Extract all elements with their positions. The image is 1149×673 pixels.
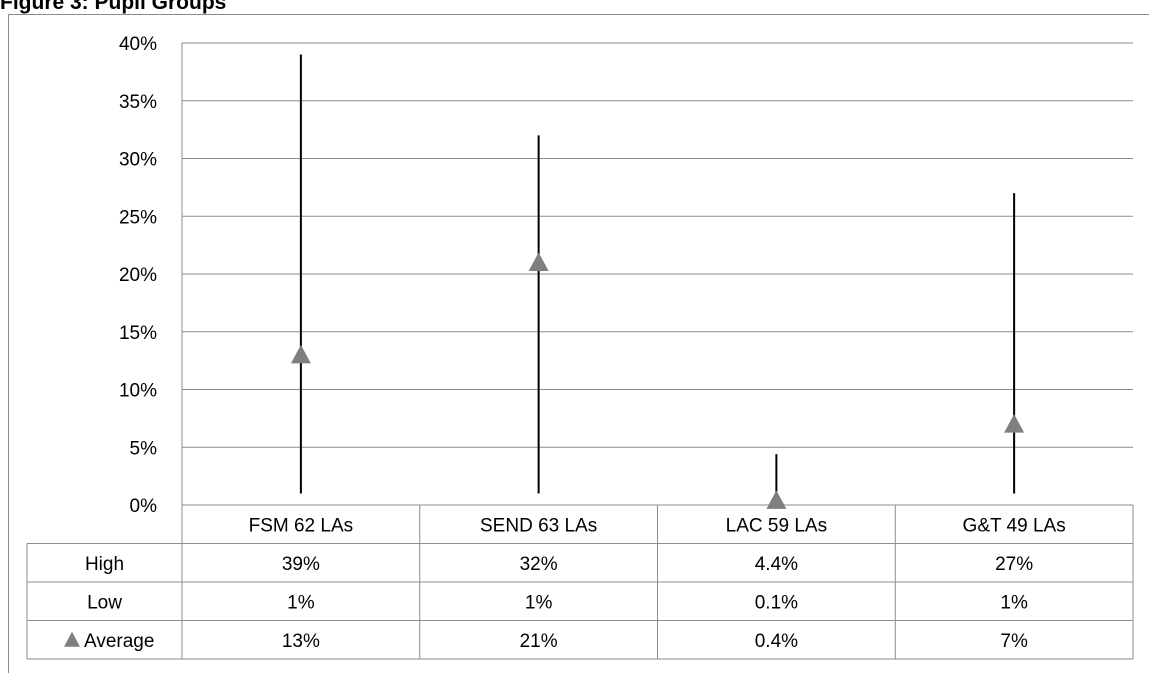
x-category-label: FSM 62 LAs xyxy=(249,515,354,536)
data-label: 1% xyxy=(287,592,315,613)
data-label: 1% xyxy=(525,592,553,613)
data-label: 4.4% xyxy=(755,554,798,575)
y-tick-label: 5% xyxy=(130,438,158,459)
y-tick-label: 40% xyxy=(119,34,157,55)
data-label: 1% xyxy=(1000,592,1028,613)
average-marker xyxy=(528,252,549,271)
figure-frame-top xyxy=(8,14,1149,15)
data-label: 27% xyxy=(995,554,1033,575)
data-label: 32% xyxy=(520,554,558,575)
data-label: 7% xyxy=(1000,631,1028,652)
average-markers xyxy=(290,252,1025,509)
average-marker xyxy=(290,344,311,364)
y-tick-label: 30% xyxy=(119,150,157,171)
data-label: 0.1% xyxy=(755,592,798,613)
legend-marker xyxy=(64,631,80,647)
average-marker xyxy=(1004,414,1025,433)
y-tick-label: 35% xyxy=(119,92,157,113)
figure-frame-left xyxy=(8,14,9,673)
data-label: 39% xyxy=(282,554,320,575)
figure-title: Figure 3: Pupil Groups xyxy=(0,0,227,14)
x-category-label: LAC 59 LAs xyxy=(726,515,827,536)
data-label: 21% xyxy=(520,631,558,652)
legend-label: Average xyxy=(84,631,154,652)
data-table: FSM 62 LAs SEND 63 LAs LAC 59 LAs G&T 49 LA… xyxy=(26,505,1134,660)
data-label: 0.4% xyxy=(755,631,798,652)
x-category-label: G&T 49 LAs xyxy=(963,515,1066,536)
x-category-label: SEND 63 LAs xyxy=(480,515,597,536)
gridlines xyxy=(181,42,1133,506)
y-tick-label: 20% xyxy=(119,265,157,286)
legend-label: Low xyxy=(87,592,122,613)
y-tick-label: 15% xyxy=(119,323,157,344)
range-lines xyxy=(299,54,1016,504)
y-tick-label: 0% xyxy=(130,496,158,517)
y-tick-label: 10% xyxy=(119,381,157,402)
data-label: 13% xyxy=(282,631,320,652)
average-marker xyxy=(766,490,787,509)
y-axis-ticks: 0% 5% 10% 15% 20% 25% 30% 35% 40% xyxy=(119,34,157,517)
legend-label: High xyxy=(85,554,124,575)
y-tick-label: 25% xyxy=(119,207,157,228)
